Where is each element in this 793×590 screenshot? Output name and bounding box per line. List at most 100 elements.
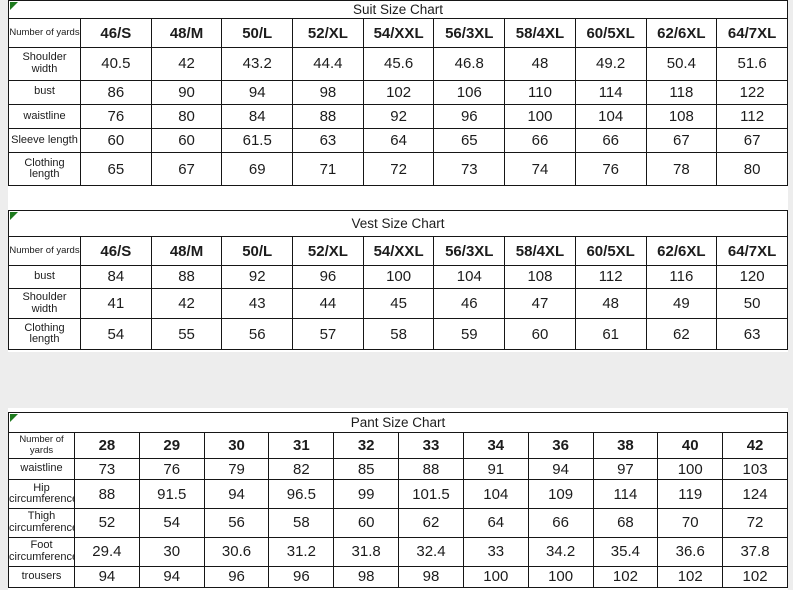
value-cell: 92 [221, 265, 294, 289]
table-row: Sleeve length 60 60 61.5 63 64 65 66 66 67 67 [8, 128, 788, 154]
value-cell: 88 [292, 103, 364, 130]
row-label-cell: bust [8, 265, 81, 289]
value-cell: 70 [657, 508, 724, 538]
table-row: bust 86 90 94 98 102 106 110 114 118 122 [8, 79, 788, 105]
size-header-cell: 52/XL [292, 236, 364, 266]
value-cell: 94 [527, 457, 594, 481]
value-cell: 109 [527, 479, 594, 510]
value-cell: 65 [433, 128, 506, 154]
size-header-cell: 64/7XL [716, 18, 788, 48]
value-cell: 42 [150, 287, 223, 320]
value-cell: 88 [150, 265, 223, 289]
vest-size-table: Vest Size Chart Number of yards 46/S 48/M 50… [8, 210, 788, 350]
value-cell: 67 [150, 152, 223, 186]
value-cell: 50 [716, 287, 788, 320]
value-cell: 84 [80, 265, 152, 289]
row-label-cell: Foot circumference [8, 536, 75, 567]
value-cell: 91.5 [138, 479, 205, 510]
value-cell: 69 [221, 152, 294, 186]
value-cell: 57 [292, 318, 364, 350]
value-cell: 66 [504, 128, 576, 154]
value-cell: 49.2 [574, 47, 647, 81]
value-cell: 40.5 [80, 47, 152, 81]
value-cell: 48 [504, 47, 576, 81]
suit-size-table: Suit Size Chart Number of yards 46/S 48/M 50… [8, 0, 788, 186]
size-header-cell: 33 [398, 432, 464, 459]
value-cell: 104 [574, 103, 647, 130]
size-header-cell: 42 [722, 432, 788, 459]
value-cell: 102 [722, 565, 788, 589]
value-cell: 119 [657, 479, 724, 510]
table-row: waistline 73 76 79 82 85 88 91 94 97 100 103 [8, 457, 788, 481]
value-cell: 98 [398, 565, 464, 589]
value-cell: 46.8 [433, 47, 506, 81]
value-cell: 88 [74, 479, 140, 510]
value-cell: 98 [333, 565, 400, 589]
value-cell: 60 [504, 318, 576, 350]
value-cell: 29.4 [74, 536, 140, 567]
size-header-cell: 48/M [150, 18, 223, 48]
value-cell: 63 [292, 128, 364, 154]
value-cell: 36.6 [657, 536, 724, 567]
value-cell: 67 [645, 128, 718, 154]
size-header-cell: 36 [527, 432, 594, 459]
row-label-cell: bust [8, 79, 81, 105]
pant-size-table: Pant Size Chart Number of yards 28 29 30 31 32… [8, 412, 788, 589]
value-cell: 50.4 [645, 47, 718, 81]
value-cell: 44.4 [292, 47, 364, 81]
value-cell: 62 [398, 508, 464, 538]
value-cell: 100 [527, 565, 594, 589]
table-row: Shoulder width 40.5 42 43.2 44.4 45.6 46.8 48 49… [8, 47, 788, 81]
value-cell: 85 [333, 457, 400, 481]
value-cell: 100 [462, 565, 529, 589]
value-cell: 45.6 [362, 47, 435, 81]
size-header-cell: 46/S [80, 18, 152, 48]
value-cell: 62 [645, 318, 718, 350]
value-cell: 94 [221, 79, 294, 105]
value-cell: 66 [574, 128, 647, 154]
value-cell: 54 [80, 318, 152, 350]
value-cell: 58 [362, 318, 435, 350]
value-cell: 104 [433, 265, 506, 289]
value-cell: 112 [574, 265, 647, 289]
value-cell: 46 [433, 287, 506, 320]
size-header-cell: 64/7XL [716, 236, 788, 266]
value-cell: 88 [398, 457, 464, 481]
size-header-cell: 58/4XL [504, 18, 576, 48]
value-cell: 94 [74, 565, 140, 589]
size-header-cell: 29 [138, 432, 205, 459]
value-cell: 73 [433, 152, 506, 186]
value-cell: 72 [722, 508, 788, 538]
value-cell: 100 [657, 457, 724, 481]
value-cell: 61 [574, 318, 647, 350]
value-cell: 32.4 [398, 536, 464, 567]
size-header-cell: 56/3XL [433, 236, 506, 266]
value-cell: 116 [645, 265, 718, 289]
size-header-cell: 62/6XL [645, 18, 718, 48]
table-row: waistline 76 80 84 88 92 96 100 104 108 112 [8, 103, 788, 130]
table-row: Thigh circumference 52 54 56 58 60 62 64 66 68 70 7… [8, 508, 788, 538]
row-label-cell: trousers [8, 565, 75, 589]
value-cell: 94 [203, 479, 270, 510]
value-cell: 99 [333, 479, 400, 510]
value-cell: 48 [574, 287, 647, 320]
value-cell: 51.6 [716, 47, 788, 81]
value-cell: 86 [80, 79, 152, 105]
row-label-cell: Hip circumference [8, 479, 75, 510]
value-cell: 56 [203, 508, 270, 538]
value-cell: 108 [504, 265, 576, 289]
value-cell: 31.2 [268, 536, 335, 567]
value-cell: 43.2 [221, 47, 294, 81]
value-cell: 64 [462, 508, 529, 538]
value-cell: 112 [716, 103, 788, 130]
value-cell: 66 [527, 508, 594, 538]
value-cell: 67 [716, 128, 788, 154]
value-cell: 79 [203, 457, 270, 481]
pant-size-chart: Pant Size Chart Number of yards 28 29 30 31 32… [8, 412, 788, 589]
value-cell: 76 [80, 103, 152, 130]
excel-corner-triangle-icon [10, 212, 18, 220]
value-cell: 82 [268, 457, 335, 481]
row-label-cell: Sleeve length [8, 128, 81, 154]
value-cell: 37.8 [722, 536, 788, 567]
size-header-cell: 50/L [221, 18, 294, 48]
